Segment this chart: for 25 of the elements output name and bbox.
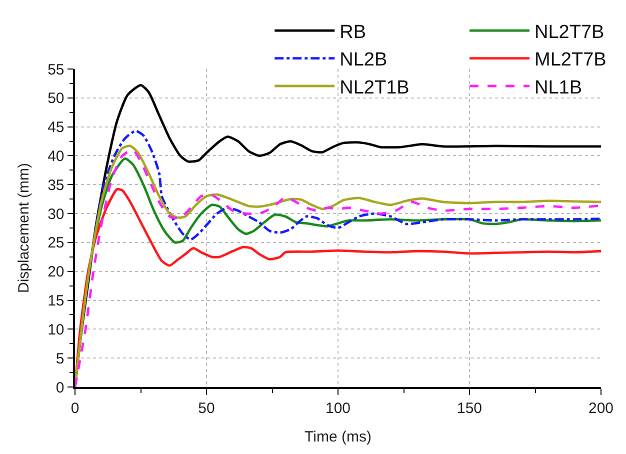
y-tick-label: 0 [56, 379, 64, 396]
y-tick-label: 10 [48, 321, 64, 338]
y-tick-label: 15 [48, 292, 64, 310]
y-axis-title: Displacement (mm) [15, 162, 32, 294]
x-tick-label: 200 [588, 400, 614, 417]
x-tick-label: 100 [325, 400, 351, 417]
x-axis-title: Time (ms) [304, 428, 372, 446]
legend-label: NL2T7B [534, 22, 604, 44]
y-tick-label: 55 [48, 61, 64, 78]
y-tick-label: 25 [48, 234, 64, 252]
legend-label: RB [340, 22, 366, 44]
legend-label: NL2T1B [340, 77, 410, 98]
legend-label: NL2B [340, 50, 388, 71]
y-tick-label: 35 [48, 176, 64, 194]
y-tick-label: 20 [48, 264, 64, 281]
y-tick-label: 40 [48, 148, 64, 165]
y-tick-label: 45 [48, 119, 64, 136]
legend-label: ML2T7B [534, 50, 606, 71]
legend-label: NL1B [534, 77, 582, 98]
x-tick-label: 150 [456, 400, 482, 417]
y-tick-label: 5 [56, 350, 64, 368]
y-tick-label: 50 [48, 90, 64, 108]
x-tick-label: 50 [198, 400, 215, 417]
y-tick-label: 30 [48, 206, 64, 223]
x-tick-label: 0 [70, 400, 80, 417]
